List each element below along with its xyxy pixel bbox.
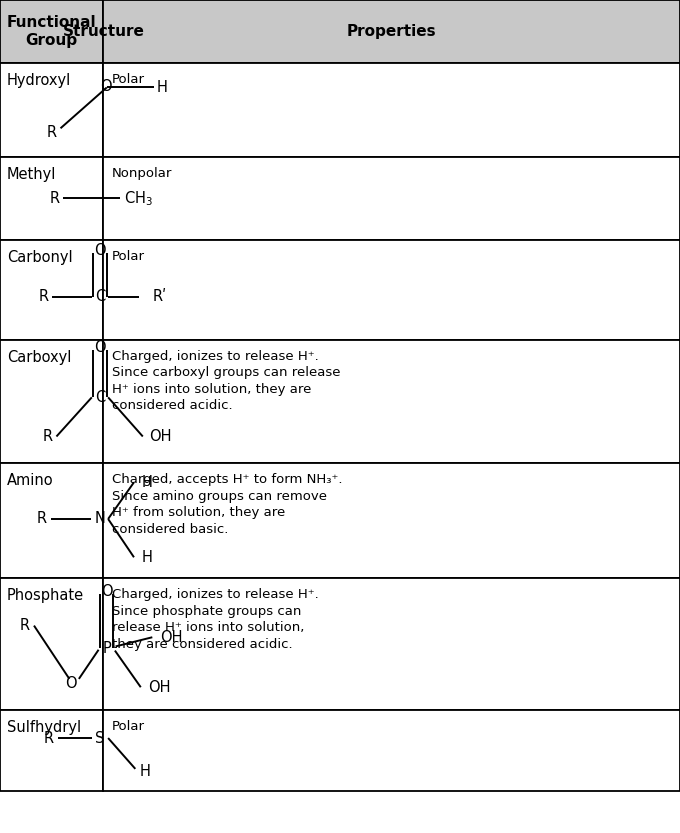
Bar xyxy=(103,0,680,63)
Text: O: O xyxy=(94,243,106,258)
Bar xyxy=(0,0,103,63)
Text: Nonpolar: Nonpolar xyxy=(112,167,172,180)
Bar xyxy=(0,463,103,578)
Text: OH: OH xyxy=(148,680,171,695)
Text: Polar: Polar xyxy=(112,250,145,263)
Text: O: O xyxy=(100,79,112,94)
Bar xyxy=(103,340,680,463)
Text: C: C xyxy=(95,289,105,304)
Text: P: P xyxy=(103,641,111,656)
Text: Structure: Structure xyxy=(63,24,144,39)
Text: Methyl: Methyl xyxy=(7,167,56,182)
Text: R: R xyxy=(39,289,48,304)
Text: R: R xyxy=(43,429,52,444)
Text: H: H xyxy=(142,475,153,490)
Text: R: R xyxy=(44,731,54,746)
Text: O: O xyxy=(101,584,113,599)
Text: Rʹ: Rʹ xyxy=(153,289,167,304)
Text: R: R xyxy=(37,511,47,526)
Text: OH: OH xyxy=(160,630,183,645)
Bar xyxy=(0,157,103,240)
Text: Sulfhydryl: Sulfhydryl xyxy=(7,720,81,735)
Bar xyxy=(0,578,103,710)
Text: S: S xyxy=(95,731,105,746)
Bar xyxy=(103,157,680,240)
Text: Amino: Amino xyxy=(7,473,54,488)
Bar xyxy=(103,710,680,791)
Text: H: H xyxy=(156,80,167,95)
Text: Functional
Group: Functional Group xyxy=(7,16,97,47)
Text: Polar: Polar xyxy=(112,73,145,87)
Text: Carboxyl: Carboxyl xyxy=(7,350,71,365)
Text: CH$_3$: CH$_3$ xyxy=(124,189,154,207)
Text: Charged, ionizes to release H⁺.
Since carboxyl groups can release
H⁺ ions into s: Charged, ionizes to release H⁺. Since ca… xyxy=(112,350,340,412)
Text: OH: OH xyxy=(149,429,172,444)
Bar xyxy=(103,63,680,157)
Bar xyxy=(0,240,103,340)
Text: Polar: Polar xyxy=(112,720,145,733)
Text: O: O xyxy=(65,676,77,691)
Text: R: R xyxy=(47,125,56,140)
Text: H: H xyxy=(142,550,153,565)
Bar xyxy=(103,578,680,710)
Text: Phosphate: Phosphate xyxy=(7,588,84,603)
Text: Charged, ionizes to release H⁺.
Since phosphate groups can
release H⁺ ions into : Charged, ionizes to release H⁺. Since ph… xyxy=(112,588,318,651)
Text: Hydroxyl: Hydroxyl xyxy=(7,73,71,88)
Bar xyxy=(0,340,103,463)
Text: C: C xyxy=(95,390,105,405)
Text: R: R xyxy=(50,191,59,206)
Bar xyxy=(103,240,680,340)
Bar xyxy=(0,710,103,791)
Text: Carbonyl: Carbonyl xyxy=(7,250,73,265)
Text: Charged, accepts H⁺ to form NH₃⁺.
Since amino groups can remove
H⁺ from solution: Charged, accepts H⁺ to form NH₃⁺. Since … xyxy=(112,473,342,536)
Text: N: N xyxy=(95,511,105,526)
Bar xyxy=(103,463,680,578)
Text: H: H xyxy=(140,764,151,779)
Text: Properties: Properties xyxy=(347,24,437,39)
Text: R: R xyxy=(20,618,30,633)
Text: O: O xyxy=(94,340,106,355)
Bar xyxy=(0,63,103,157)
